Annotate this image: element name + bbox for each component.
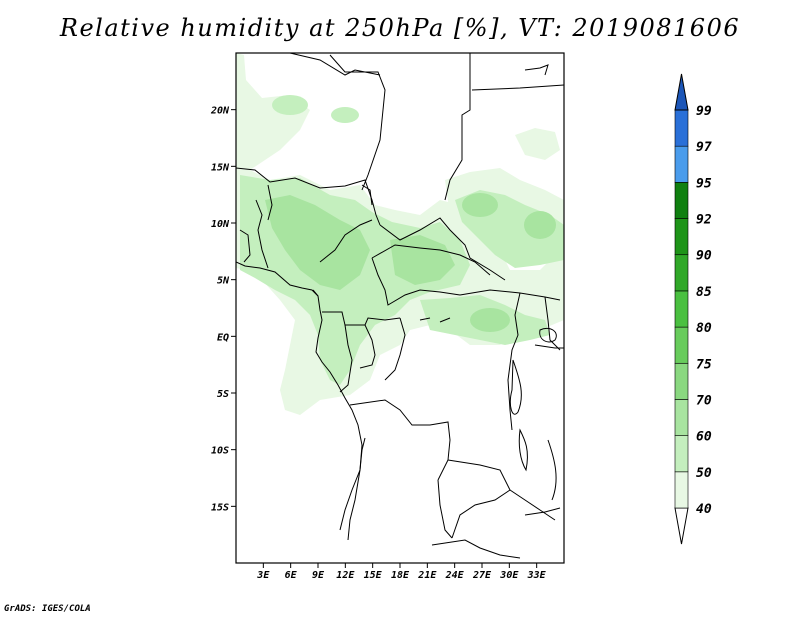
humidity-shading: [236, 53, 564, 415]
colorbar-segment: [674, 471, 689, 509]
colorbar-segment: [674, 254, 689, 292]
colorbar: 40 50 60 70 75 80 85 90 92 95 97 99: [674, 73, 712, 545]
humidity-blob-3: [470, 308, 510, 332]
colorbar-level-label: 97: [696, 140, 712, 155]
colorbar-segment: [674, 145, 689, 183]
lon-tick-label: 12E: [336, 570, 355, 581]
colorbar-segment: [674, 182, 689, 219]
colorbar-segment: [674, 290, 689, 328]
lon-tick-label: 21E: [417, 570, 437, 581]
plot-title: Relative humidity at 250hPa [%], VT: 201…: [59, 14, 741, 42]
lat-tick-label: 10S: [211, 446, 229, 457]
lat-tick-label: 10N: [211, 219, 230, 230]
lat-tick-label: 20N: [210, 106, 230, 117]
lon-tick-label: 6E: [285, 570, 298, 581]
lon-tick-label: 9E: [312, 570, 325, 581]
lon-tick-label: 27E: [472, 570, 492, 581]
lon-tick-label: 33E: [527, 570, 547, 581]
colorbar-level-label: 80: [696, 321, 712, 336]
colorbar-level-label: 85: [696, 285, 712, 300]
colorbar-min-arrow: [674, 507, 689, 545]
lat-tick-label: 15N: [211, 162, 230, 173]
colorbar-max-arrow: [674, 73, 689, 111]
humidity-region-northeast: [515, 128, 560, 160]
humidity-blob-2: [524, 211, 556, 239]
colorbar-segment: [674, 435, 689, 473]
colorbar-level-label: 60: [696, 430, 712, 445]
humidity-blob-1: [462, 193, 498, 217]
country-borders: [236, 53, 564, 559]
lon-tick-label: 18E: [391, 570, 410, 581]
colorbar-segment: [674, 326, 689, 364]
colorbar-level-label: 40: [696, 502, 712, 517]
lat-tick-label: EQ: [217, 332, 229, 343]
colorbar-level-label: 75: [696, 357, 712, 372]
colorbar-level-label: 70: [696, 393, 712, 408]
lon-tick-label: 15E: [364, 570, 383, 581]
colorbar-segment: [674, 362, 689, 400]
humidity-region-car: [390, 235, 455, 285]
lon-tick-label: 30E: [499, 570, 519, 581]
credit-text: GrADS: IGES/COLA: [4, 604, 91, 614]
colorbar-segment: [674, 399, 689, 436]
lon-tick-label: 3E: [256, 570, 270, 581]
colorbar-level-label: 92: [696, 213, 712, 228]
humidity-blob-4: [272, 95, 308, 115]
colorbar-level-label: 95: [696, 176, 712, 191]
humidity-blob-5: [331, 107, 359, 123]
lat-tick-label: 5N: [217, 276, 230, 287]
colorbar-level-label: 50: [696, 466, 712, 481]
lat-tick-label: 15S: [211, 502, 229, 513]
humidity-region-cameroon: [265, 195, 370, 290]
map-axes: 20N 15N 10N 5N EQ 5S 10S 15S 3E 6E 9E 12E 15E 18E 21E 2…: [210, 106, 547, 581]
colorbar-level-label: 90: [696, 249, 712, 264]
colorbar-segment: [674, 109, 689, 147]
lon-tick-label: 24E: [445, 570, 465, 581]
lat-tick-label: 5S: [217, 389, 229, 400]
colorbar-level-label: 99: [696, 104, 712, 119]
colorbar-segment: [674, 218, 689, 256]
